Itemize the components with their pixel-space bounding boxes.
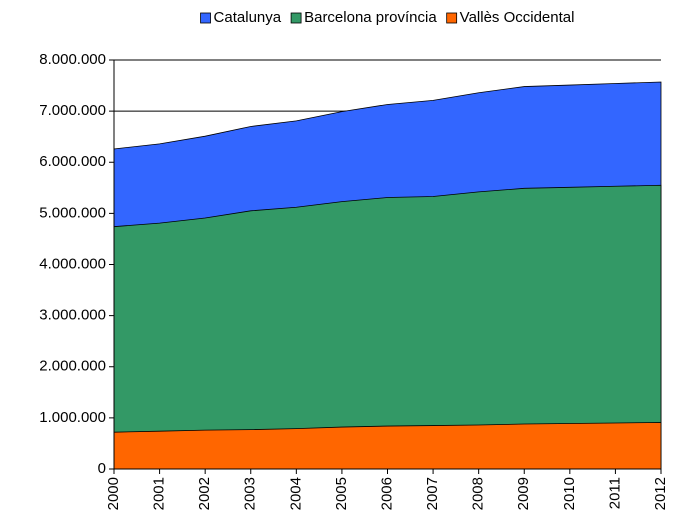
legend-label: Catalunya [214,9,282,26]
legend-swatch [200,12,211,24]
legend-label: Barcelona província [304,9,437,26]
area [113,184,662,470]
legend-label: Vallès Occidental [460,9,575,26]
area [113,422,662,470]
legend-swatch [290,12,302,24]
legend: Catalunya Barcelona província Vallès Occid… [200,9,575,26]
x-tick-label: 2004 [287,477,304,510]
x-tick-label: 2001 [151,477,168,510]
x-tick-label: 2010 [561,477,578,510]
x-tick-label: 2008 [470,477,487,510]
y-tick-label: 4.000.000 [39,255,106,272]
x-tick-label: 2011 [606,477,623,509]
x-tick-label: 2006 [378,477,395,510]
y-tick-label: 8.000.000 [39,51,106,68]
x-tick-label: 2007 [424,477,441,510]
y-tick-label: 1.000.000 [39,409,106,426]
y-tick-label: 6.000.000 [39,153,106,170]
x-tick-label: 2000 [105,477,122,510]
x-tick-label: 2009 [515,477,532,510]
y-tick-label: 2.000.000 [39,358,106,375]
y-tick-label: 7.000.000 [39,102,106,119]
y-tick-label: 3.000.000 [39,307,106,324]
x-tick-label: 2012 [652,477,669,510]
x-tick-label: 2003 [242,477,259,510]
legend-swatch [446,12,458,24]
y-tick-label: 0 [98,460,106,477]
y-tick-label: 5.000.000 [39,204,106,221]
x-tick-label: 2002 [196,477,213,510]
x-tick-label: 2005 [333,477,350,510]
